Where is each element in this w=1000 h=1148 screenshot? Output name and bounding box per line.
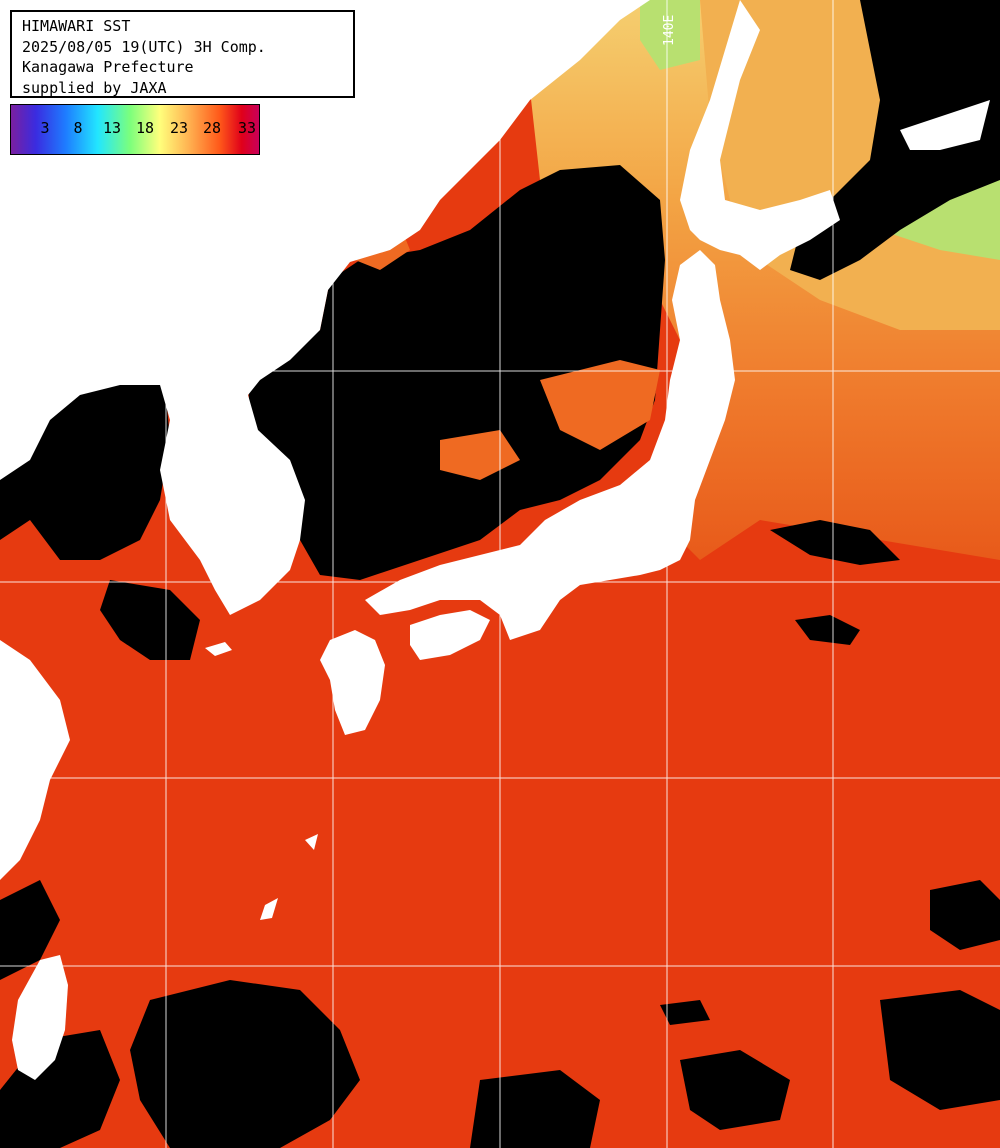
- colorbar-tick-18: 18: [135, 119, 155, 137]
- sea-north-strip: [640, 0, 700, 70]
- colorbar-gradient: [11, 105, 259, 154]
- title-box: HIMAWARI SST 2025/08/05 19(UTC) 3H Comp.…: [10, 10, 355, 98]
- title-credit: supplied by JAXA: [22, 78, 167, 97]
- colorbar-tick-33: 33: [237, 119, 257, 137]
- temperature-colorbar: 3 8 13 18 23 28 33: [10, 104, 260, 155]
- colorbar-tick-13: 13: [102, 119, 122, 137]
- title-datetime: 2025/08/05 19(UTC) 3H Comp.: [22, 37, 266, 56]
- colorbar-tick-8: 8: [73, 119, 83, 137]
- title-region: Kanagawa Prefecture: [22, 58, 194, 76]
- colorbar-tick-3: 3: [40, 119, 50, 137]
- title-product: HIMAWARI SST: [22, 17, 131, 35]
- lat-label-30n: 30N: [18, 760, 42, 775]
- lat-label-40n: 40N: [18, 353, 42, 368]
- colorbar-tick-23: 23: [169, 119, 189, 137]
- colorbar-tick-28: 28: [202, 119, 222, 137]
- lon-label-140e: 140E: [662, 14, 677, 46]
